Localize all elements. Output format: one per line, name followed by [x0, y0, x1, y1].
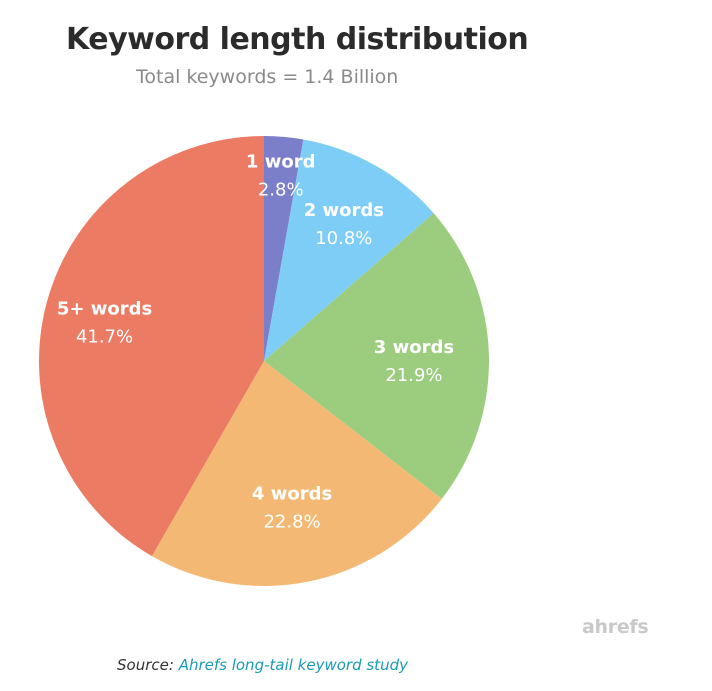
slice-label-4-words: 4 words — [252, 483, 332, 504]
chart-title: Keyword length distribution — [66, 22, 529, 57]
source-note: Source: Ahrefs long-tail keyword study — [117, 656, 408, 674]
pie-slice-2-words — [264, 139, 434, 361]
slice-label-1-word: 1 word — [246, 152, 316, 173]
pie-slices — [38, 136, 489, 586]
slice-label-5plus-words: 5+ words — [57, 298, 152, 319]
slice-value-2-words: 10.8% — [315, 228, 372, 249]
pie-slice-4-words — [151, 361, 442, 586]
chart-subtitle: Total keywords = 1.4 Billion — [136, 66, 399, 88]
pie-slice-3-words — [264, 213, 489, 499]
ahrefs-logo: ahrefs — [582, 616, 649, 638]
pie-slice-5plus-words — [38, 136, 264, 557]
slice-value-4-words: 22.8% — [263, 511, 320, 532]
pie-slice-1-word — [264, 136, 304, 361]
slice-value-1-word: 2.8% — [258, 180, 304, 201]
pie-labels: 1 word 2.8%2 words 10.8% 3 words 21.9% 4 word… — [57, 152, 454, 533]
source-link[interactable]: Ahrefs long-tail keyword study — [178, 656, 408, 674]
slice-value-5plus-words: 41.7% — [76, 326, 133, 347]
slice-label-3-words: 3 words — [374, 337, 454, 358]
slice-label-2-words: 2 words — [304, 200, 384, 221]
slice-value-3-words: 21.9% — [385, 365, 442, 386]
source-prefix: Source: — [117, 656, 174, 674]
